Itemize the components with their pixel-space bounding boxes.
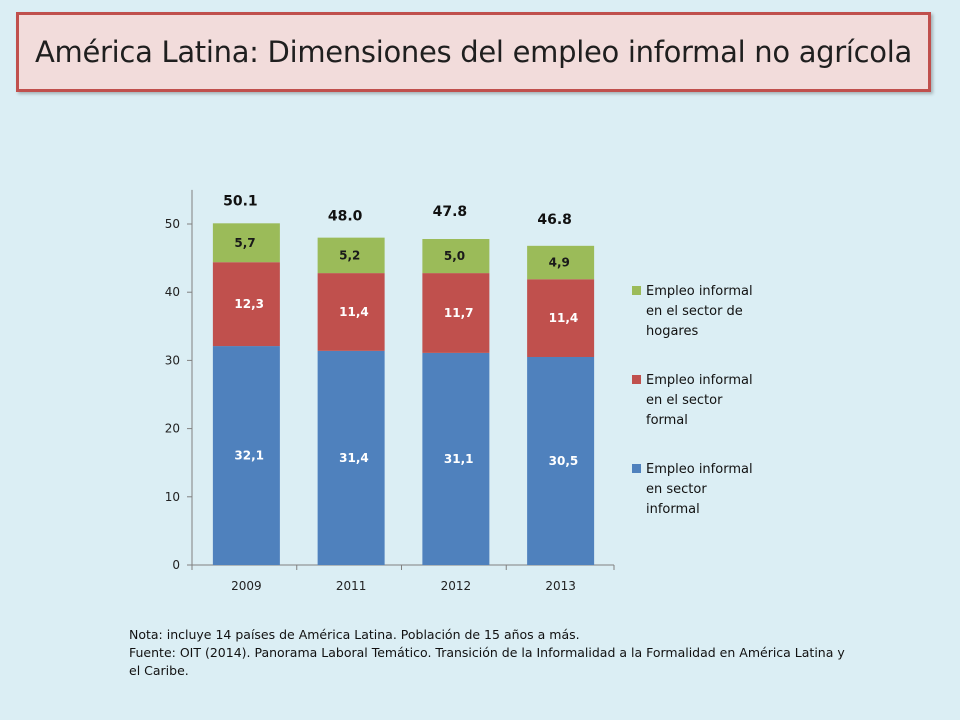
title-banner: América Latina: Dimensiones del empleo i…: [16, 12, 931, 92]
data-label: 12,3: [234, 297, 264, 311]
chart-title: América Latina: Dimensiones del empleo i…: [35, 35, 912, 69]
data-label: 11,4: [549, 311, 579, 325]
y-tick-label: 0: [172, 558, 180, 572]
data-label: 5,7: [234, 236, 255, 250]
bar-segment: [422, 273, 490, 353]
bar-segment: [317, 273, 385, 351]
y-tick-label: 10: [165, 490, 180, 504]
legend-swatch: [632, 464, 641, 473]
data-label: 11,4: [339, 305, 369, 319]
bar-segment: [422, 352, 490, 565]
note-text: Nota: incluye 14 países de América Latin…: [129, 627, 580, 642]
y-tick-label: 30: [165, 353, 180, 367]
bar-segment: [317, 237, 385, 274]
total-label: 48.0: [328, 209, 363, 225]
legend-label: informal: [646, 502, 700, 517]
legend-label: formal: [646, 413, 688, 428]
data-label: 4,9: [549, 256, 570, 270]
chart-notes: Nota: incluye 14 países de América Latin…: [129, 626, 849, 680]
bar-segment: [422, 239, 490, 274]
bar-segment: [527, 279, 595, 357]
bar-segment: [527, 245, 595, 280]
bar-segment: [212, 223, 280, 263]
x-tick-label: 2011: [336, 579, 367, 593]
bar-segment: [212, 346, 280, 565]
data-label: 5,2: [339, 248, 360, 262]
bar-segment: [527, 356, 595, 565]
bar-segment: [317, 350, 385, 565]
y-tick-label: 50: [165, 217, 180, 231]
x-tick-label: 2012: [441, 579, 472, 593]
legend-label: en sector: [646, 482, 707, 497]
x-tick-label: 2009: [231, 579, 262, 593]
y-tick-label: 40: [165, 285, 180, 299]
legend-label: Empleo informal: [646, 373, 753, 388]
legend-label: hogares: [646, 324, 698, 339]
data-label: 30,5: [549, 454, 579, 468]
total-label: 46.8: [537, 212, 572, 228]
x-tick-label: 2013: [545, 579, 576, 593]
data-label: 31,4: [339, 451, 369, 465]
data-label: 32,1: [234, 449, 264, 463]
legend-label: en el sector de: [646, 304, 743, 319]
data-label: 11,7: [444, 306, 474, 320]
data-label: 31,1: [444, 452, 474, 466]
legend-label: Empleo informal: [646, 284, 753, 299]
total-label: 47.8: [433, 204, 468, 220]
data-label: 5,0: [444, 249, 465, 263]
legend-swatch: [632, 286, 641, 295]
bar-segment: [212, 262, 280, 347]
y-tick-label: 20: [165, 422, 180, 436]
total-label: 50.1: [223, 193, 258, 209]
legend-label: en el sector: [646, 393, 723, 408]
source-text: Fuente: OIT (2014). Panorama Laboral Tem…: [129, 645, 845, 678]
legend-swatch: [632, 375, 641, 384]
legend-label: Empleo informal: [646, 462, 753, 477]
